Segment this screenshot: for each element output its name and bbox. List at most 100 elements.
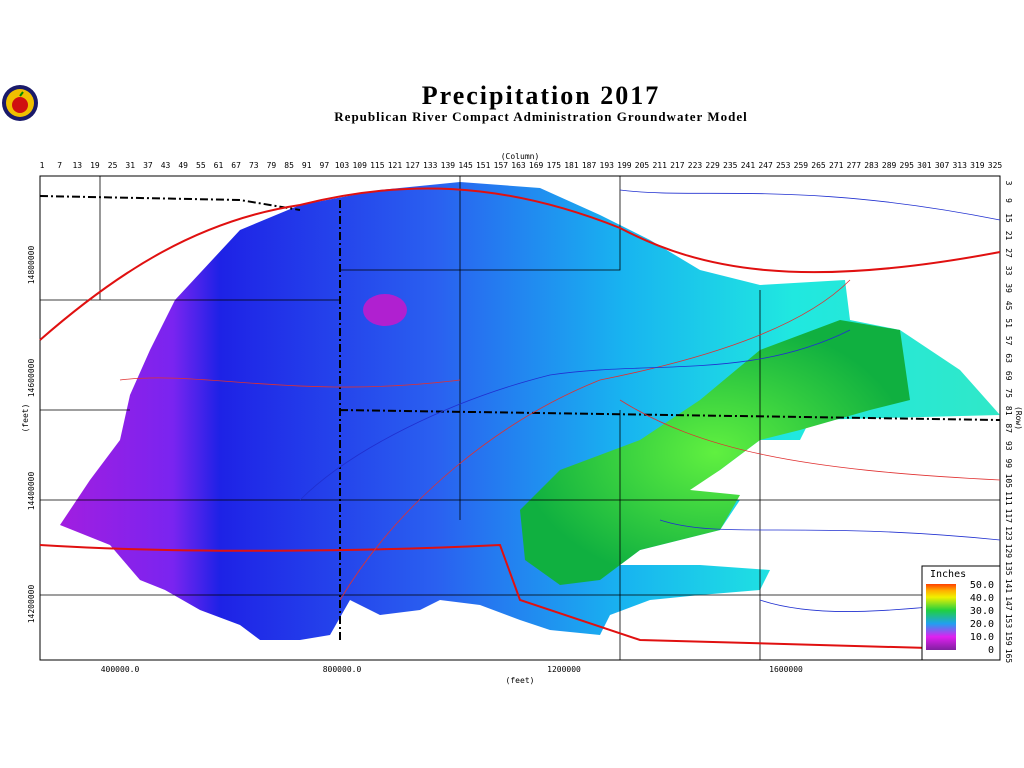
row-tick-label: 93 xyxy=(1004,441,1013,451)
row-tick-label: 45 xyxy=(1004,301,1013,311)
column-tick-label: 199 xyxy=(617,161,632,170)
column-tick-label: 151 xyxy=(476,161,491,170)
column-tick-label: 145 xyxy=(458,161,473,170)
column-tick-label: 133 xyxy=(423,161,438,170)
legend: Inches xyxy=(921,565,1001,661)
column-tick-label: 109 xyxy=(352,161,367,170)
column-tick-label: 79 xyxy=(267,161,277,170)
column-tick-label: 61 xyxy=(214,161,224,170)
column-tick-label: 169 xyxy=(529,161,544,170)
row-tick-label: 111 xyxy=(1004,491,1013,506)
y-tick-label: 14400000 xyxy=(27,472,36,511)
column-tick-label: 175 xyxy=(547,161,562,170)
x-tick-label: 1600000 xyxy=(769,665,803,674)
column-tick-label: 247 xyxy=(758,161,773,170)
x-label: (feet) xyxy=(506,676,535,685)
y-tick-label: 14200000 xyxy=(27,585,36,624)
row-tick-label: 51 xyxy=(1004,318,1013,328)
column-tick-label: 19 xyxy=(90,161,100,170)
column-tick-label: 37 xyxy=(143,161,153,170)
legend-label: 50.0 xyxy=(970,580,994,591)
column-tick-label: 265 xyxy=(811,161,826,170)
column-tick-label: 229 xyxy=(705,161,720,170)
row-tick-label: 165 xyxy=(1004,649,1013,664)
column-tick-label: 7 xyxy=(57,161,62,170)
column-tick-label: 97 xyxy=(320,161,330,170)
legend-label: 30.0 xyxy=(970,606,994,617)
subtitle: Republican River Compact Administration … xyxy=(334,109,747,124)
row-tick-label: 135 xyxy=(1004,561,1013,576)
column-label: (Column) xyxy=(501,152,540,161)
row-tick-label: 27 xyxy=(1004,248,1013,258)
column-tick-label: 139 xyxy=(441,161,456,170)
legend-label: 10.0 xyxy=(970,632,994,643)
row-tick-label: 39 xyxy=(1004,283,1013,293)
row-tick-label: 87 xyxy=(1004,423,1013,433)
row-tick-label: 141 xyxy=(1004,579,1013,594)
column-tick-label: 211 xyxy=(652,161,667,170)
column-tick-label: 319 xyxy=(970,161,985,170)
column-tick-label: 55 xyxy=(196,161,206,170)
row-tick-label: 15 xyxy=(1004,213,1013,223)
column-tick-label: 31 xyxy=(125,161,135,170)
row-tick-label: 3 xyxy=(1004,181,1013,186)
column-tick-label: 91 xyxy=(302,161,312,170)
column-tick-label: 295 xyxy=(900,161,915,170)
y-tick-label: 14600000 xyxy=(27,359,36,398)
logo xyxy=(2,85,38,121)
row-tick-label: 123 xyxy=(1004,526,1013,541)
column-tick-label: 43 xyxy=(161,161,171,170)
row-tick-label: 69 xyxy=(1004,371,1013,381)
column-tick-label: 205 xyxy=(635,161,650,170)
column-tick-label: 121 xyxy=(388,161,403,170)
column-tick-label: 157 xyxy=(494,161,509,170)
row-tick-label: 129 xyxy=(1004,544,1013,559)
row-tick-label: 159 xyxy=(1004,631,1013,646)
column-tick-label: 259 xyxy=(794,161,809,170)
column-tick-label: 307 xyxy=(935,161,950,170)
row-tick-label: 153 xyxy=(1004,614,1013,629)
column-tick-label: 241 xyxy=(741,161,756,170)
row-tick-label: 9 xyxy=(1004,198,1013,203)
column-tick-label: 289 xyxy=(882,161,897,170)
x-tick-label: 1200000 xyxy=(547,665,581,674)
x-tick-label: 800000.0 xyxy=(323,665,362,674)
column-tick-label: 235 xyxy=(723,161,738,170)
row-tick-label: 105 xyxy=(1004,474,1013,489)
row-tick-label: 147 xyxy=(1004,596,1013,611)
column-tick-label: 85 xyxy=(284,161,294,170)
column-tick-label: 193 xyxy=(600,161,615,170)
column-tick-label: 67 xyxy=(231,161,241,170)
column-tick-label: 325 xyxy=(988,161,1003,170)
row-tick-label: 117 xyxy=(1004,509,1013,524)
row-label: (Row) xyxy=(1014,406,1023,430)
row-tick-label: 57 xyxy=(1004,336,1013,346)
column-tick-label: 187 xyxy=(582,161,597,170)
x-tick-label: 400000.0 xyxy=(101,665,140,674)
column-tick-label: 25 xyxy=(108,161,118,170)
column-tick-label: 13 xyxy=(72,161,82,170)
row-tick-label: 33 xyxy=(1004,266,1013,276)
model-domain xyxy=(60,182,1000,640)
column-tick-label: 301 xyxy=(917,161,932,170)
title: Precipitation 2017 xyxy=(422,81,660,110)
column-tick-label: 223 xyxy=(688,161,703,170)
row-tick-label: 81 xyxy=(1004,406,1013,416)
column-tick-label: 271 xyxy=(829,161,844,170)
y-label: (feet) xyxy=(21,404,30,433)
column-tick-label: 283 xyxy=(864,161,879,170)
column-tick-label: 49 xyxy=(178,161,188,170)
row-tick-label: 21 xyxy=(1004,231,1013,241)
legend-label: 0 xyxy=(988,645,994,656)
column-tick-label: 127 xyxy=(405,161,420,170)
map-lines xyxy=(39,176,1001,660)
column-tick-label: 115 xyxy=(370,161,385,170)
column-tick-label: 313 xyxy=(952,161,967,170)
color-bar xyxy=(926,584,956,650)
column-tick-label: 103 xyxy=(335,161,350,170)
column-tick-label: 73 xyxy=(249,161,259,170)
column-tick-label: 1 xyxy=(40,161,45,170)
column-tick-label: 253 xyxy=(776,161,791,170)
column-tick-label: 217 xyxy=(670,161,685,170)
